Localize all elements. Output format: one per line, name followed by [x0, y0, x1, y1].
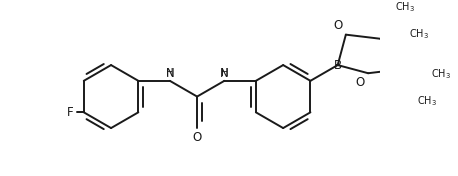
Text: CH$_3$: CH$_3$ [395, 0, 415, 14]
Text: O: O [355, 76, 365, 89]
Text: O: O [192, 131, 202, 144]
Text: CH$_3$: CH$_3$ [409, 27, 429, 41]
Text: H: H [166, 68, 174, 77]
Text: H: H [221, 68, 228, 77]
Text: CH$_3$: CH$_3$ [431, 67, 451, 81]
Text: N: N [220, 67, 229, 80]
Text: F: F [67, 106, 74, 119]
Text: O: O [333, 19, 343, 32]
Text: CH$_3$: CH$_3$ [417, 94, 437, 108]
Text: N: N [165, 67, 174, 80]
Text: B: B [333, 59, 342, 72]
